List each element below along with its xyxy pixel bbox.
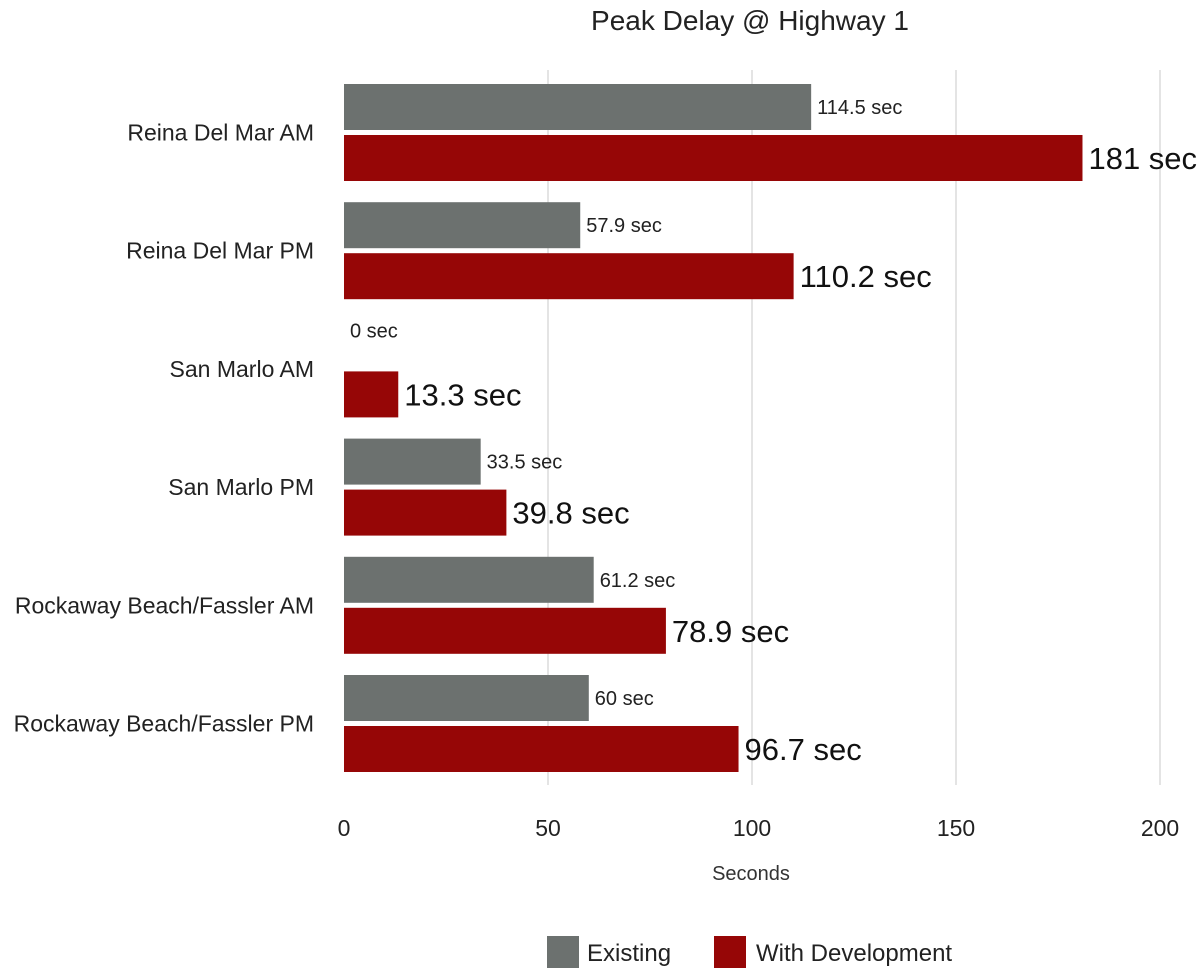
bar-with-development <box>344 489 507 536</box>
chart-title: Peak Delay @ Highway 1 <box>591 5 909 36</box>
x-tick-label: 50 <box>535 815 561 841</box>
data-label-existing: 0 sec <box>350 320 398 342</box>
bar-with-development <box>344 135 1083 181</box>
data-labels: 114.5 sec 181 sec 57.9 sec 110.2 sec 0 sec 13… <box>350 97 1197 767</box>
category-label: San Marlo AM <box>170 356 314 382</box>
data-label-with-development: 39.8 sec <box>512 496 629 531</box>
bar-existing <box>344 84 812 130</box>
bars <box>344 84 1083 772</box>
category-label: San Marlo PM <box>168 474 314 500</box>
data-label-existing: 61.2 sec <box>600 570 676 592</box>
legend: Existing With Development <box>547 936 952 968</box>
data-label-existing: 33.5 sec <box>487 452 563 474</box>
category-label: Reina Del Mar PM <box>126 238 314 264</box>
x-tick-label: 200 <box>1141 815 1179 841</box>
data-label-with-development: 96.7 sec <box>745 732 862 767</box>
x-tick-label: 150 <box>937 815 975 841</box>
legend-label-with-development: With Development <box>756 940 952 967</box>
bar-with-development <box>344 371 399 418</box>
bar-existing <box>344 675 589 721</box>
category-label: Rockaway Beach/Fassler AM <box>15 592 314 618</box>
gridlines <box>547 70 1161 785</box>
category-label: Rockaway Beach/Fassler PM <box>14 711 314 737</box>
data-label-existing: 114.5 sec <box>817 97 902 119</box>
bar-with-development <box>344 726 739 772</box>
x-tick-label: 0 <box>338 815 351 841</box>
legend-swatch-existing <box>547 936 579 968</box>
category-label: Reina Del Mar AM <box>127 120 314 146</box>
x-axis-ticks: 0 50 100 150 200 <box>338 815 1180 841</box>
data-label-existing: 57.9 sec <box>586 215 662 237</box>
legend-label-existing: Existing <box>587 940 671 967</box>
bar-with-development <box>344 607 666 654</box>
bar-with-development <box>344 253 794 300</box>
data-label-with-development: 78.9 sec <box>672 614 789 649</box>
x-tick-label: 100 <box>733 815 771 841</box>
x-axis-title: Seconds <box>712 863 790 885</box>
data-label-with-development: 181 sec <box>1088 141 1197 176</box>
data-label-with-development: 110.2 sec <box>800 259 932 294</box>
category-labels: Reina Del Mar AM Reina Del Mar PM San Marl… <box>14 120 314 737</box>
data-label-existing: 60 sec <box>595 688 654 710</box>
bar-existing <box>344 438 481 485</box>
legend-swatch-with-development <box>714 936 746 968</box>
bar-existing <box>344 556 594 603</box>
bar-existing <box>344 202 581 249</box>
data-label-with-development: 13.3 sec <box>404 377 521 412</box>
